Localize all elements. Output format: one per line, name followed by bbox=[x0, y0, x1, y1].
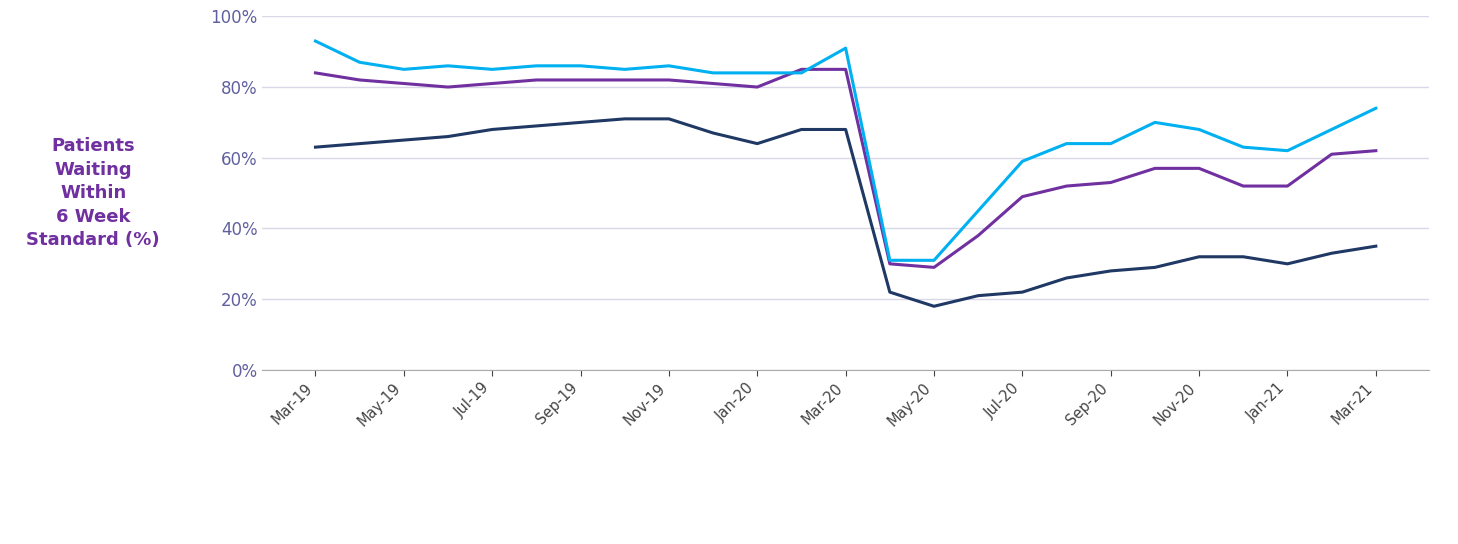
All Radiology bbox=[615, 66, 633, 73]
8 Key Diagnostic Tests bbox=[1146, 165, 1163, 172]
Line: 8 Key Diagnostic Tests: 8 Key Diagnostic Tests bbox=[315, 70, 1376, 267]
All Radiology bbox=[351, 59, 369, 66]
All Endoscopy bbox=[1013, 289, 1031, 295]
All Radiology bbox=[881, 257, 898, 263]
All Endoscopy bbox=[1235, 254, 1252, 260]
All Radiology bbox=[1322, 126, 1340, 133]
8 Key Diagnostic Tests bbox=[748, 84, 765, 90]
All Endoscopy bbox=[351, 140, 369, 147]
8 Key Diagnostic Tests bbox=[395, 81, 413, 87]
All Radiology bbox=[748, 70, 765, 76]
All Radiology bbox=[484, 66, 502, 73]
8 Key Diagnostic Tests bbox=[837, 66, 854, 73]
8 Key Diagnostic Tests bbox=[1013, 194, 1031, 200]
8 Key Diagnostic Tests bbox=[1279, 183, 1296, 189]
8 Key Diagnostic Tests bbox=[704, 81, 722, 87]
8 Key Diagnostic Tests bbox=[615, 77, 633, 83]
All Endoscopy bbox=[439, 133, 456, 140]
All Radiology bbox=[306, 38, 324, 45]
8 Key Diagnostic Tests bbox=[484, 81, 502, 87]
All Endoscopy bbox=[837, 126, 854, 133]
8 Key Diagnostic Tests bbox=[793, 66, 811, 73]
All Radiology bbox=[837, 45, 854, 52]
All Endoscopy bbox=[528, 123, 545, 129]
All Radiology bbox=[1279, 147, 1296, 154]
8 Key Diagnostic Tests bbox=[881, 261, 898, 267]
All Radiology bbox=[1013, 158, 1031, 165]
All Endoscopy bbox=[484, 126, 502, 133]
All Endoscopy bbox=[926, 303, 943, 310]
All Radiology bbox=[704, 70, 722, 76]
8 Key Diagnostic Tests bbox=[1059, 183, 1076, 189]
All Endoscopy bbox=[1102, 268, 1120, 274]
Line: All Endoscopy: All Endoscopy bbox=[315, 119, 1376, 306]
8 Key Diagnostic Tests bbox=[1368, 147, 1385, 154]
8 Key Diagnostic Tests bbox=[1102, 180, 1120, 186]
All Radiology bbox=[1190, 126, 1207, 133]
8 Key Diagnostic Tests bbox=[306, 70, 324, 76]
All Endoscopy bbox=[1279, 261, 1296, 267]
All Endoscopy bbox=[395, 137, 413, 144]
All Endoscopy bbox=[615, 116, 633, 122]
8 Key Diagnostic Tests bbox=[1190, 165, 1207, 172]
8 Key Diagnostic Tests bbox=[439, 84, 456, 90]
All Endoscopy bbox=[1059, 275, 1076, 281]
All Endoscopy bbox=[572, 119, 589, 126]
8 Key Diagnostic Tests bbox=[1322, 151, 1340, 158]
All Radiology bbox=[395, 66, 413, 73]
All Radiology bbox=[970, 208, 987, 214]
All Endoscopy bbox=[1322, 250, 1340, 256]
Line: All Radiology: All Radiology bbox=[315, 41, 1376, 260]
All Endoscopy bbox=[748, 140, 765, 147]
All Radiology bbox=[793, 70, 811, 76]
All Radiology bbox=[1368, 105, 1385, 112]
Text: Patients
Waiting
Within
6 Week
Standard (%): Patients Waiting Within 6 Week Standard … bbox=[26, 137, 160, 249]
All Radiology bbox=[1146, 119, 1163, 126]
8 Key Diagnostic Tests bbox=[572, 77, 589, 83]
8 Key Diagnostic Tests bbox=[1235, 183, 1252, 189]
All Radiology bbox=[926, 257, 943, 263]
All Endoscopy bbox=[660, 116, 678, 122]
All Radiology bbox=[528, 63, 545, 69]
All Endoscopy bbox=[1146, 264, 1163, 270]
8 Key Diagnostic Tests bbox=[351, 77, 369, 83]
All Endoscopy bbox=[306, 144, 324, 151]
All Endoscopy bbox=[1368, 243, 1385, 249]
All Endoscopy bbox=[704, 130, 722, 137]
All Radiology bbox=[1102, 140, 1120, 147]
All Endoscopy bbox=[970, 293, 987, 299]
8 Key Diagnostic Tests bbox=[660, 77, 678, 83]
8 Key Diagnostic Tests bbox=[926, 264, 943, 270]
8 Key Diagnostic Tests bbox=[528, 77, 545, 83]
All Radiology bbox=[572, 63, 589, 69]
All Endoscopy bbox=[1190, 254, 1207, 260]
All Radiology bbox=[1235, 144, 1252, 151]
All Radiology bbox=[660, 63, 678, 69]
All Radiology bbox=[1059, 140, 1076, 147]
All Endoscopy bbox=[793, 126, 811, 133]
All Radiology bbox=[439, 63, 456, 69]
All Endoscopy bbox=[881, 289, 898, 295]
8 Key Diagnostic Tests bbox=[970, 232, 987, 239]
